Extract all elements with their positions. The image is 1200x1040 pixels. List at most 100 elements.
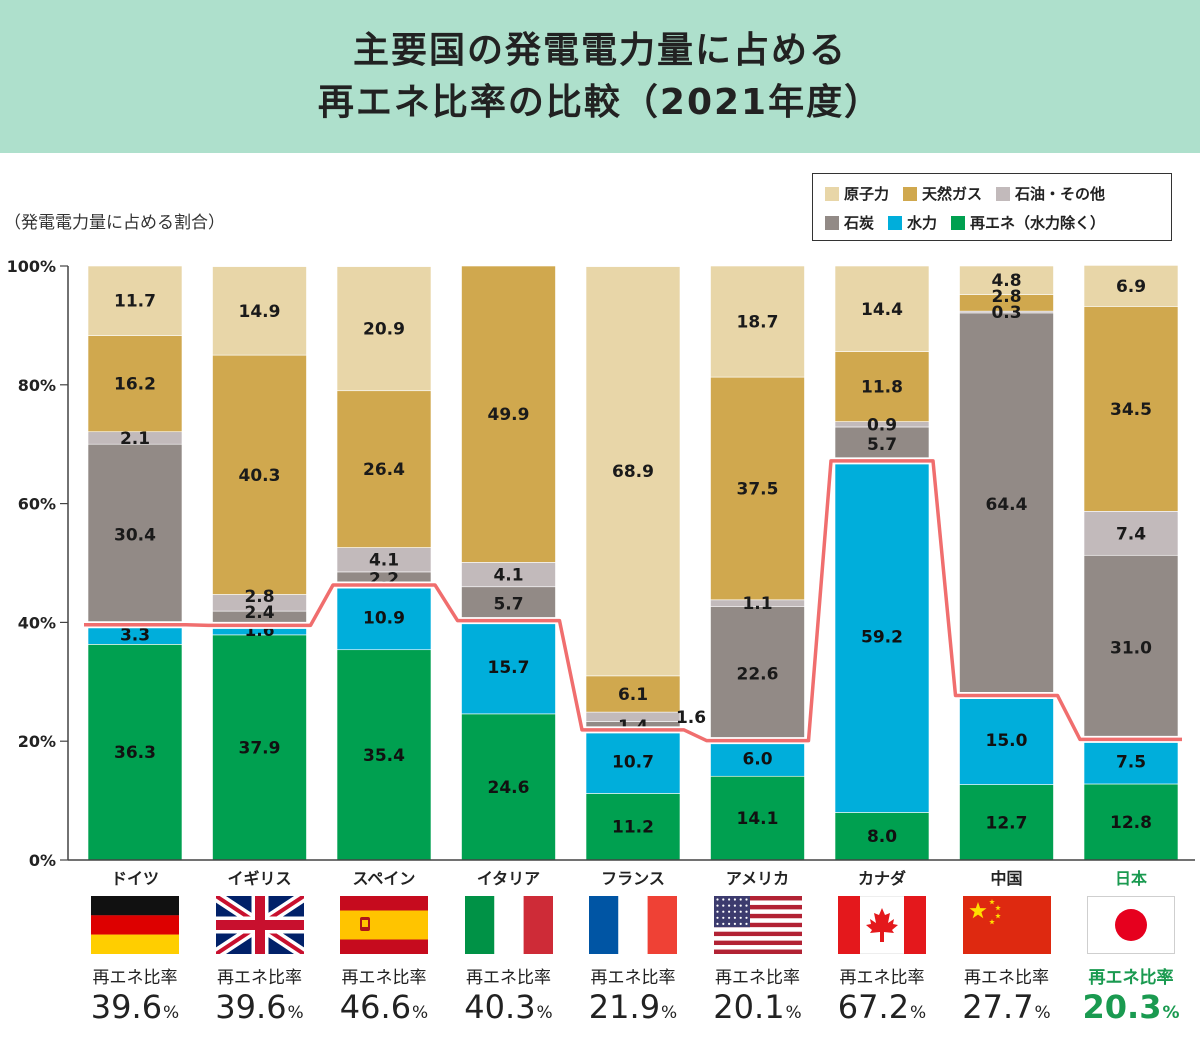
value-label-oil: 2.1 [120,429,150,449]
chart-title-line-2: 再エネ比率の比較（2021年度） [317,81,883,123]
bar-segment-nuclear [87,265,183,336]
country-block-canada: カナダ 再エネ比率 67.2% [822,868,942,1032]
bar-segment-renew [87,644,183,861]
value-label-nuclear: 6.9 [1116,277,1146,297]
percent-sign: % [163,1003,180,1023]
bar-segment-nuclear [834,265,930,352]
value-label-coal: 5.7 [493,595,523,615]
value-label-coal: 5.7 [867,435,897,455]
legend-swatch [903,186,918,201]
legend-swatch [888,215,903,230]
value-label-gas: 16.2 [114,375,156,395]
bar-segment-gas [1083,306,1179,512]
legend-label: 原子力 [844,185,890,203]
value-label-renew: 12.7 [986,813,1028,833]
country-name: アメリカ [725,869,790,888]
value-label-renew: 14.1 [737,809,779,829]
percent-sign: % [536,1003,553,1023]
value-label-hydro: 3.3 [120,626,150,646]
legend-label: 石油・その他 [1015,185,1106,203]
value-label-renew: 37.9 [239,738,281,758]
chart-title-line-1: 主要国の発電電力量に占める [352,29,847,71]
value-label-coal: 64.4 [986,495,1028,515]
bar-segment-gas [336,390,432,548]
bar-segment-coal [710,606,805,741]
value-label-renew: 35.4 [363,746,405,766]
bar-segment-hydro [959,695,1054,785]
legend-item-renew: 再エネ（水力除く） [951,212,1105,233]
value-label-gas: 40.3 [239,466,281,486]
legend-item-gas: 天然ガス [903,183,982,204]
renew-ratio-number: 20.1 [713,988,785,1026]
y-tick-label: 20% [18,732,56,751]
value-label-oil: 4.1 [493,566,523,586]
flag-italy-icon [464,896,553,954]
renew-ratio-label: 再エネ比率 [1088,968,1174,988]
percent-sign: % [1162,1003,1180,1023]
value-label-coal: 30.4 [114,525,156,545]
legend-label: 天然ガス [922,185,983,203]
percent-sign: % [1034,1003,1051,1023]
renew-ratio-value: 20.3% [1071,988,1191,1032]
value-label-oil: 1.6 [676,708,706,728]
value-label-coal: 2.4 [244,603,274,623]
bar-segment-gas [87,335,183,433]
value-label-hydro: 10.9 [363,608,405,628]
renew-ratio-number: 67.2 [837,988,910,1026]
country-name: ドイツ [110,869,159,888]
renew-ratio-number: 21.9 [588,988,661,1026]
country-name: 中国 [990,869,1023,888]
value-label-gas: 11.8 [861,378,903,398]
renew-ratio-value: 67.2% [822,988,942,1032]
renew-ratio-label: 再エネ比率 [715,968,800,988]
legend-label: 再エネ（水力除く） [970,214,1106,232]
bar-segment-gas [461,265,556,563]
legend-label: 水力 [907,214,938,232]
country-block-usa: アメリカ 再エネ比率 20.1% [698,868,818,1032]
bar-segment-renew [212,634,307,861]
value-label-nuclear: 14.4 [861,300,903,320]
value-label-nuclear: 4.8 [991,271,1021,291]
renew-ratio-label: 再エネ比率 [964,968,1049,988]
flag-spain-icon [340,896,428,954]
value-label-gas: 49.9 [488,405,530,425]
value-label-oil: 1.1 [742,594,772,614]
bar-segment-nuclear [1083,265,1179,307]
y-axis-caption: （発電電力量に占める割合） [4,213,225,233]
country-name: 日本 [1114,869,1147,888]
value-label-nuclear: 68.9 [612,462,654,482]
title-band: 主要国の発電電力量に占める 再エネ比率の比較（2021年度） [0,0,1200,153]
legend-item-nuclear: 原子力 [825,183,889,204]
legend-item-oil: 石油・その他 [996,183,1105,204]
legend-item-hydro: 水力 [888,212,937,233]
country-name: カナダ [857,869,906,888]
value-label-nuclear: 20.9 [363,320,405,340]
value-label-hydro: 7.5 [1116,753,1146,773]
y-tick-label: 60% [18,495,56,514]
value-label-gas: 26.4 [363,460,405,480]
value-label-gas: 34.5 [1110,400,1152,420]
value-label-hydro: 59.2 [861,628,903,648]
legend-swatch [996,186,1011,201]
flag-china-icon [962,896,1051,954]
flag-france-icon [589,896,677,954]
bar-segment-hydro [834,460,930,813]
bar-segment-renew [336,649,432,861]
flag-usa-icon [713,896,802,954]
stacked-bar-chart: （発電電力量に占める割合） 0% 20% 40% 60% 80% 100% 36.3 3.3 30… [4,213,1195,868]
value-label-oil: 4.1 [369,551,399,571]
bar-segment-gas [710,376,805,601]
renew-ratio-number: 27.7 [962,988,1034,1026]
country-block-uk: イギリス 再エネ比率 39.6% [200,868,320,1032]
value-label-renew: 8.0 [867,827,897,847]
percent-sign: % [661,1003,678,1023]
legend-swatch [951,215,966,230]
percent-sign: % [412,1003,429,1023]
flag-canada-icon [838,896,926,954]
y-tick-label: 100% [7,257,56,276]
renew-ratio-value: 39.6% [75,988,195,1032]
country-block-china: 中国再エネ比率 27.7% [947,868,1067,1032]
value-label-nuclear: 14.9 [239,302,281,322]
bar-segment-hydro [710,740,805,777]
country-name: イタリア [476,869,541,888]
